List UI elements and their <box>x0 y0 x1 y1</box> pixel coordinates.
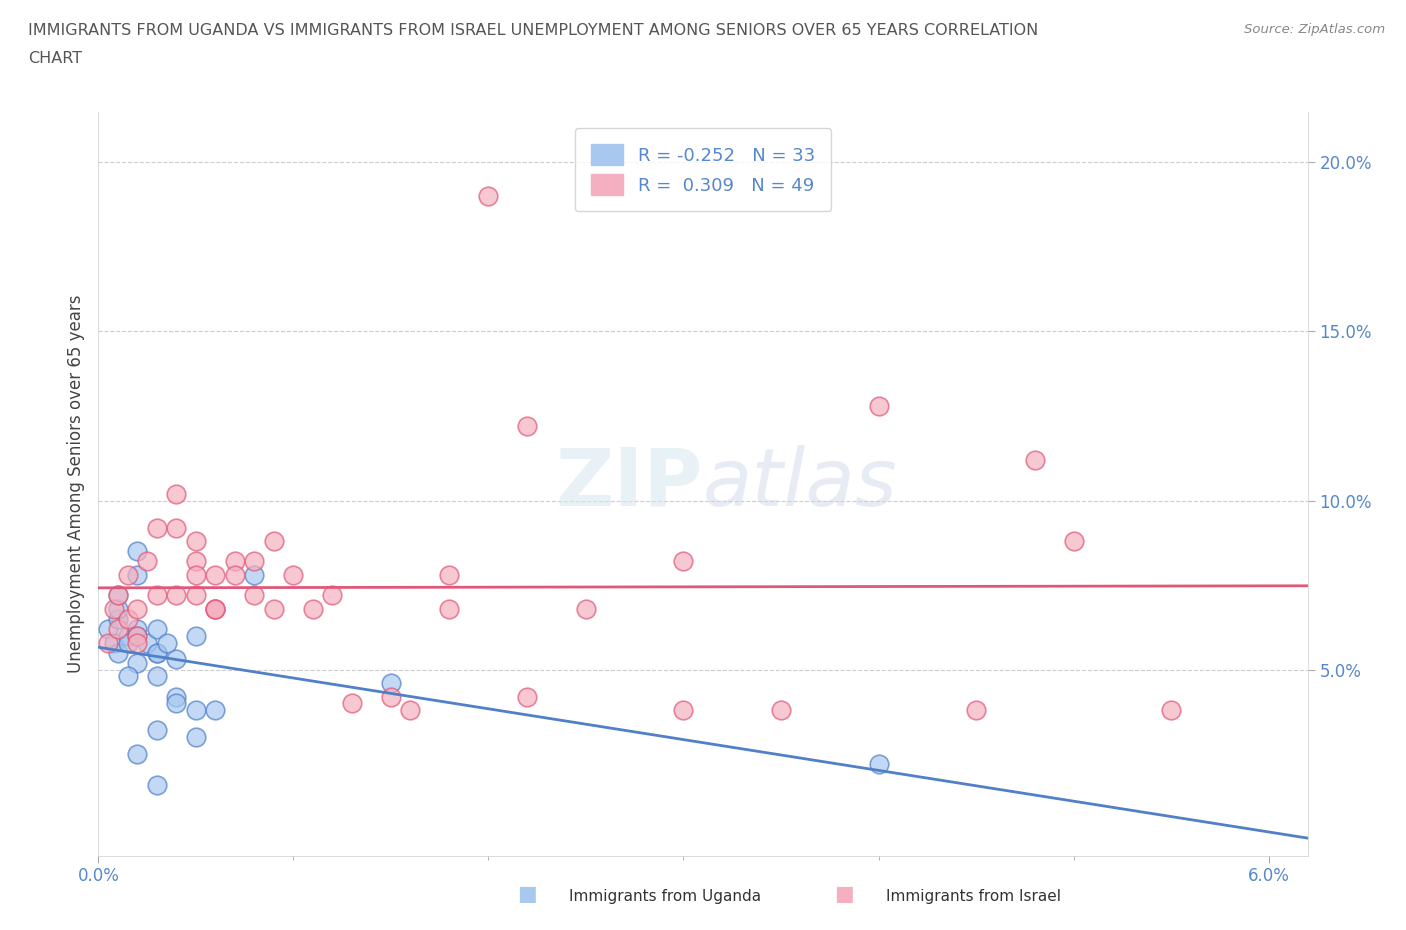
Point <box>399 703 422 718</box>
Point <box>672 703 695 718</box>
Point <box>165 588 187 603</box>
Point <box>204 602 226 617</box>
Point <box>1024 453 1046 468</box>
Point <box>117 635 139 650</box>
Point <box>107 602 129 617</box>
Point <box>184 730 207 745</box>
Point <box>97 635 120 650</box>
Point <box>107 645 129 660</box>
Point <box>136 554 159 569</box>
Point <box>380 689 402 704</box>
Point <box>575 602 598 617</box>
Point <box>184 554 207 569</box>
Text: IMMIGRANTS FROM UGANDA VS IMMIGRANTS FROM ISRAEL UNEMPLOYMENT AMONG SENIORS OVER: IMMIGRANTS FROM UGANDA VS IMMIGRANTS FRO… <box>28 23 1039 38</box>
Point <box>103 602 125 617</box>
Point <box>127 747 149 762</box>
Point <box>439 602 461 617</box>
Legend: R = -0.252   N = 33, R =  0.309   N = 49: R = -0.252 N = 33, R = 0.309 N = 49 <box>575 128 831 211</box>
Point <box>146 645 169 660</box>
Point <box>868 398 890 413</box>
Point <box>184 703 207 718</box>
Point <box>184 629 207 644</box>
Y-axis label: Unemployment Among Seniors over 65 years: Unemployment Among Seniors over 65 years <box>66 295 84 672</box>
Point <box>224 554 246 569</box>
Point <box>117 669 139 684</box>
Point <box>204 567 226 582</box>
Text: Source: ZipAtlas.com: Source: ZipAtlas.com <box>1244 23 1385 36</box>
Point <box>165 486 187 501</box>
Point <box>243 588 266 603</box>
Point <box>321 588 343 603</box>
Point <box>146 621 169 636</box>
Point <box>868 757 890 772</box>
Point <box>107 621 129 636</box>
Point <box>439 567 461 582</box>
Text: Immigrants from Israel: Immigrants from Israel <box>886 889 1060 904</box>
Point <box>127 621 149 636</box>
Point <box>146 669 169 684</box>
Point <box>165 689 187 704</box>
Point <box>516 418 538 433</box>
Point <box>1160 703 1182 718</box>
Point <box>302 602 325 617</box>
Point <box>146 520 169 535</box>
Point <box>107 588 129 603</box>
Point <box>184 534 207 549</box>
Point <box>516 689 538 704</box>
Point <box>146 645 169 660</box>
Point <box>1063 534 1085 549</box>
Text: ZIP: ZIP <box>555 445 703 523</box>
Point <box>965 703 987 718</box>
Point <box>477 189 499 204</box>
Point <box>146 777 169 792</box>
Point <box>127 544 149 559</box>
Point <box>103 635 125 650</box>
Text: ■: ■ <box>517 884 537 904</box>
Point <box>107 588 129 603</box>
Point <box>117 611 139 626</box>
Point <box>127 635 149 650</box>
Point <box>136 635 159 650</box>
Point <box>127 656 149 671</box>
Point <box>127 602 149 617</box>
Point <box>380 676 402 691</box>
Point <box>204 602 226 617</box>
Point <box>117 629 139 644</box>
Point <box>127 567 149 582</box>
Point <box>165 520 187 535</box>
Text: Immigrants from Uganda: Immigrants from Uganda <box>569 889 762 904</box>
Text: ■: ■ <box>834 884 853 904</box>
Point <box>156 635 179 650</box>
Point <box>340 696 363 711</box>
Point <box>204 703 226 718</box>
Point <box>184 588 207 603</box>
Point <box>672 554 695 569</box>
Point <box>283 567 305 582</box>
Point <box>243 554 266 569</box>
Point <box>224 567 246 582</box>
Text: atlas: atlas <box>703 445 898 523</box>
Point <box>97 621 120 636</box>
Text: CHART: CHART <box>28 51 82 66</box>
Point <box>107 611 129 626</box>
Point <box>204 602 226 617</box>
Point <box>263 602 285 617</box>
Point <box>165 696 187 711</box>
Point <box>127 629 149 644</box>
Point <box>263 534 285 549</box>
Point <box>117 567 139 582</box>
Point <box>243 567 266 582</box>
Point <box>146 723 169 737</box>
Point <box>127 629 149 644</box>
Point <box>146 588 169 603</box>
Point <box>184 567 207 582</box>
Point <box>769 703 792 718</box>
Point <box>165 652 187 667</box>
